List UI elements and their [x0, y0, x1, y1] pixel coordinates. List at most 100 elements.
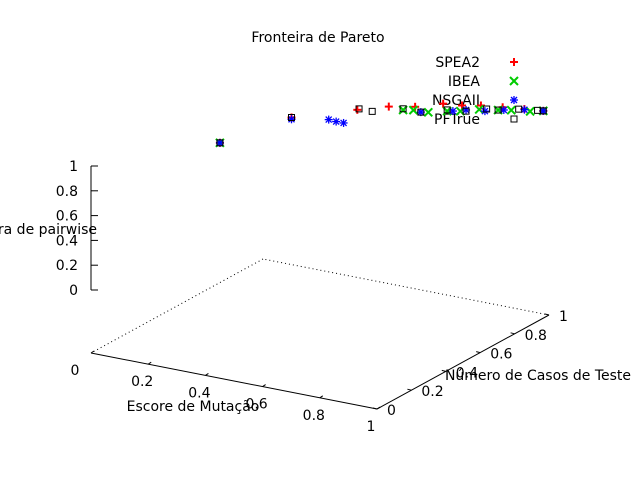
data-point	[216, 139, 224, 147]
star-marker	[510, 96, 518, 104]
data-point	[539, 107, 547, 115]
legend-marker	[509, 76, 519, 86]
y-tick-mark	[441, 369, 446, 372]
data-point	[332, 117, 341, 126]
data-point	[462, 107, 470, 115]
star-marker	[449, 107, 457, 115]
square-marker	[515, 105, 523, 113]
y-tick-label: 0.2	[421, 384, 443, 400]
y-tick-label: 0.6	[490, 347, 512, 363]
legend-label: IBEA	[448, 74, 481, 90]
data-point	[439, 99, 448, 108]
legend-marker	[510, 115, 518, 123]
star-marker	[216, 139, 224, 147]
z-tick-label: 0	[69, 283, 78, 299]
data-point	[494, 106, 502, 114]
x-tick-mark	[205, 372, 209, 376]
star-marker	[325, 116, 333, 124]
square-marker	[443, 106, 451, 114]
legend: SPEA2 IBEA NSGAII PFTrue	[432, 55, 519, 128]
data-point	[399, 105, 407, 113]
data-point	[384, 102, 393, 111]
square-marker	[417, 108, 425, 116]
star-marker	[481, 107, 489, 115]
data-point	[443, 106, 451, 114]
x-tick-label: 0.2	[131, 374, 153, 390]
square-marker	[355, 105, 363, 113]
chart-title: Fronteira de Pareto	[251, 30, 384, 46]
square-marker	[368, 107, 376, 115]
side-edge-line	[90, 258, 264, 354]
cross-marker	[423, 107, 433, 118]
star-marker	[288, 115, 295, 123]
data-point	[480, 107, 489, 116]
square-marker	[462, 107, 470, 115]
z-axis-label: Cobertura de pairwise	[0, 222, 97, 238]
data-point	[408, 105, 419, 115]
cross-marker	[525, 106, 535, 117]
star-marker	[539, 107, 547, 115]
square-marker	[510, 115, 518, 123]
data-point	[339, 118, 348, 127]
y-tick-label: 1	[559, 309, 568, 325]
data-point	[288, 114, 295, 121]
data-point	[368, 107, 376, 115]
x-tick-label: 0.6	[245, 397, 267, 413]
data-point	[353, 105, 362, 114]
star-marker	[332, 118, 340, 126]
data-point	[474, 104, 484, 115]
cross-marker	[408, 105, 419, 115]
square-marker	[288, 114, 295, 121]
x-axis-line	[90, 352, 378, 410]
y-tick-mark	[407, 388, 412, 391]
square-marker	[539, 107, 547, 115]
star-marker	[520, 106, 528, 114]
data-point	[324, 115, 333, 124]
back-edge-line	[262, 258, 550, 316]
y-tick-label: 0.4	[456, 365, 478, 381]
legend-marker	[510, 96, 518, 104]
star-marker	[340, 119, 348, 127]
data-point	[483, 105, 491, 113]
square-marker	[483, 105, 491, 113]
y-axis-line	[376, 314, 550, 410]
z-tick-label: 0.2	[56, 258, 78, 274]
z-tick-label: 0.6	[56, 209, 78, 225]
legend-label: SPEA2	[435, 55, 480, 71]
data-point	[525, 106, 535, 117]
x-tick-mark	[262, 384, 266, 388]
data-point	[355, 105, 363, 113]
square-marker	[216, 139, 224, 147]
x-tick-mark	[147, 361, 152, 365]
data-point	[423, 107, 433, 118]
y-tick-label: 0.8	[525, 328, 547, 344]
z-tick-label: 1	[69, 159, 78, 175]
square-marker	[494, 106, 502, 114]
y-tick-mark	[510, 332, 515, 335]
x-tick-label: 0	[71, 363, 80, 379]
x-tick-label: 0.8	[303, 408, 325, 424]
data-point	[506, 105, 516, 115]
cross-marker	[509, 76, 519, 86]
y-tick-label: 0	[387, 403, 396, 419]
cross-marker	[474, 104, 484, 115]
x-tick-mark	[376, 406, 381, 410]
y-tick-mark	[372, 407, 378, 410]
legend-label: PFTrue	[434, 112, 480, 128]
star-marker	[417, 108, 425, 116]
series-ibea	[215, 104, 548, 148]
legend-label: NSGAII	[432, 93, 480, 109]
x-tick-label: 1	[367, 419, 376, 435]
data-point	[515, 105, 523, 113]
z-tick-label: 0.4	[56, 233, 78, 249]
data-point	[417, 108, 425, 116]
data-points	[215, 99, 548, 148]
series-nsgaii	[215, 105, 548, 147]
z-tick-label: 0.8	[56, 184, 78, 200]
y-tick-mark	[544, 313, 550, 316]
series-pftrue	[216, 105, 547, 147]
x-tick-mark	[90, 350, 95, 354]
x-tick-label: 0.4	[188, 385, 210, 401]
star-marker	[500, 106, 508, 114]
